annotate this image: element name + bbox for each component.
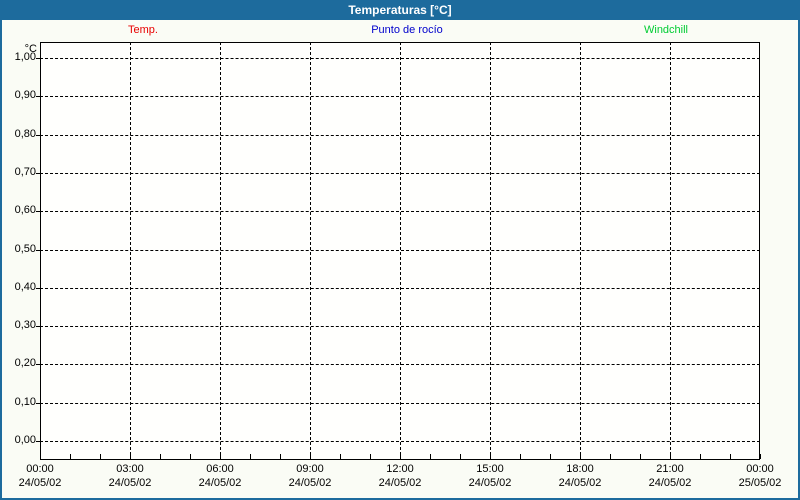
x-tick-label: 18:00 24/05/02 (559, 462, 602, 490)
x-tick-label: 06:00 24/05/02 (199, 462, 242, 490)
x-axis-minor-tick (760, 454, 761, 459)
x-tick-time: 00:00 (26, 463, 54, 475)
x-tick-date: 24/05/02 (288, 477, 332, 489)
x-tick-time: 12:00 (386, 463, 414, 475)
frame-border-right (798, 20, 800, 500)
x-tick-label: 15:00 24/05/02 (469, 462, 512, 490)
y-tick-label: 0,70 (14, 166, 36, 178)
x-tick-label: 00:00 24/05/02 (19, 462, 62, 490)
y-tick-label: 0,10 (14, 396, 36, 408)
y-tick-label: 0,50 (14, 243, 36, 255)
chart-legend: Temp. Punto de rocío Windchill (0, 24, 800, 40)
x-tick-date: 24/05/02 (468, 477, 512, 489)
x-tick-date: 24/05/02 (18, 477, 62, 489)
x-tick-time: 15:00 (476, 463, 504, 475)
x-tick-date: 24/05/02 (558, 477, 602, 489)
frame-border-bottom (0, 498, 800, 500)
frame-border-left (0, 20, 2, 500)
legend-item: Punto de rocío (371, 24, 443, 36)
y-tick-label: 0,90 (14, 89, 36, 101)
x-tick-label: 09:00 24/05/02 (289, 462, 332, 490)
x-tick-label: 12:00 24/05/02 (379, 462, 422, 490)
x-tick-label: 03:00 24/05/02 (109, 462, 152, 490)
y-tick-label: 0,20 (14, 357, 36, 369)
chart-title-bar: Temperaturas [°C] (0, 0, 800, 20)
y-tick-label: 0,40 (14, 281, 36, 293)
y-axis-unit-label: °C (24, 43, 37, 55)
plot-area (40, 42, 760, 460)
x-tick-label: 21:00 24/05/02 (649, 462, 692, 490)
x-tick-date: 24/05/02 (198, 477, 242, 489)
legend-item: Windchill (643, 24, 689, 36)
y-tick-label: 0,60 (14, 204, 36, 216)
x-tick-time: 18:00 (566, 463, 594, 475)
y-tick-label: 0,80 (14, 128, 36, 140)
x-tick-label: 00:00 25/05/02 (739, 462, 782, 490)
x-tick-date: 24/05/02 (648, 477, 692, 489)
x-tick-date: 24/05/02 (108, 477, 152, 489)
x-tick-date: 24/05/02 (378, 477, 422, 489)
x-tick-time: 09:00 (296, 463, 324, 475)
x-tick-time: 06:00 (206, 463, 234, 475)
x-tick-date: 25/05/02 (738, 477, 782, 489)
x-tick-time: 00:00 (746, 463, 774, 475)
legend-item: Temp. (128, 24, 158, 36)
y-tick-label: 0,30 (14, 319, 36, 331)
x-tick-time: 03:00 (116, 463, 144, 475)
chart-title: Temperaturas [°C] (348, 3, 452, 17)
x-tick-time: 21:00 (656, 463, 684, 475)
y-tick-label: 0,00 (14, 434, 36, 446)
